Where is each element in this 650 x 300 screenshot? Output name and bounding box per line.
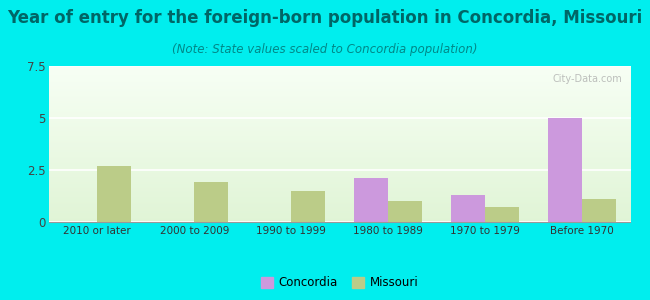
Text: Year of entry for the foreign-born population in Concordia, Missouri: Year of entry for the foreign-born popul… — [7, 9, 643, 27]
Legend: Concordia, Missouri: Concordia, Missouri — [256, 272, 423, 294]
Bar — [291, 191, 325, 222]
Bar — [451, 195, 485, 222]
Bar — [485, 207, 519, 222]
Bar — [388, 201, 422, 222]
Bar — [548, 118, 582, 222]
Text: City-Data.com: City-Data.com — [552, 74, 622, 84]
Bar — [582, 199, 616, 222]
Bar — [354, 178, 388, 222]
Bar — [194, 182, 228, 222]
Text: (Note: State values scaled to Concordia population): (Note: State values scaled to Concordia … — [172, 44, 478, 56]
Bar — [98, 166, 131, 222]
